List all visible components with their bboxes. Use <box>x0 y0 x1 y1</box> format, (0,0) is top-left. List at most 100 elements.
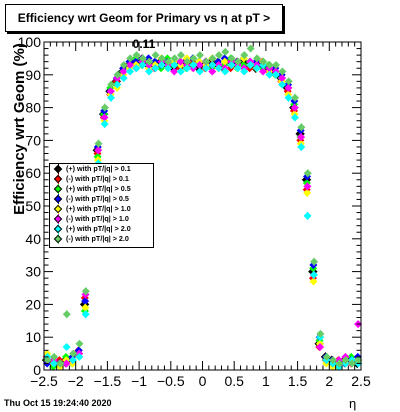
data-point <box>202 57 211 66</box>
x-tick-label: −1.5 <box>94 373 122 389</box>
data-point <box>75 339 84 348</box>
legend-label: (+) with pT/|q| > 0.5 <box>66 184 131 193</box>
data-point <box>113 80 122 89</box>
data-point <box>208 60 217 69</box>
data-point <box>125 60 134 69</box>
data-point <box>297 142 306 151</box>
data-point <box>43 356 52 365</box>
legend: (+) with pT/|q| > 0.1 (-) with pT/|q| > 0… <box>49 163 154 248</box>
legend-label: (+) with pT/|q| > 1.0 <box>66 204 131 213</box>
data-point <box>151 64 160 73</box>
data-point <box>107 93 116 102</box>
data-point <box>132 64 141 73</box>
legend-entry: (+) with pT/|q| > 2.0 <box>50 224 153 234</box>
data-point <box>170 54 179 63</box>
data-point <box>138 54 147 63</box>
chart-title: Efficiency wrt Geom for Primary vs η at … <box>5 4 283 51</box>
data-point <box>164 64 173 73</box>
data-point <box>278 80 287 89</box>
data-point <box>341 356 350 365</box>
legend-entry: (-) with pT/|q| > 1.0 <box>50 214 153 224</box>
x-axis-label: η <box>349 396 357 411</box>
legend-entry: (-) with pT/|q| > 0.5 <box>50 194 153 204</box>
data-point <box>272 60 281 69</box>
data-point <box>62 310 71 319</box>
data-point <box>189 60 198 69</box>
data-point <box>100 120 109 128</box>
x-tick-label: 1.5 <box>288 373 308 389</box>
data-point <box>227 54 236 63</box>
data-point <box>189 54 198 63</box>
data-point <box>290 113 299 122</box>
data-point <box>195 67 204 76</box>
data-point <box>176 57 185 66</box>
data-point <box>68 356 77 365</box>
data-point <box>107 80 116 89</box>
legend-entry: (+) with pT/|q| > 0.1 <box>50 164 153 174</box>
data-point <box>113 70 122 79</box>
data-point <box>202 64 211 73</box>
data-point <box>240 67 249 76</box>
data-point <box>69 349 78 358</box>
legend-label: (-) with pT/|q| > 0.5 <box>66 194 129 203</box>
data-point <box>183 57 192 66</box>
data-point <box>252 64 261 73</box>
data-point <box>271 70 280 79</box>
data-point <box>322 352 331 361</box>
y-tick-label: 80 <box>25 100 41 116</box>
data-point <box>49 359 58 368</box>
y-tick-label: 30 <box>25 264 41 280</box>
y-tick-label: 60 <box>25 165 41 181</box>
data-point <box>157 60 166 69</box>
data-point <box>50 352 59 361</box>
x-tick-label: −2.5 <box>30 373 58 389</box>
x-axis: −2.5 −2 −1.5 −1 −0.5 0 0.5 1 1.5 2 2.5 <box>30 42 371 389</box>
data-point <box>145 67 154 76</box>
data-point <box>309 277 318 286</box>
data-point <box>81 303 90 312</box>
data-point <box>170 67 179 76</box>
data-point <box>265 70 274 79</box>
data-point <box>100 103 109 112</box>
data-point <box>214 51 223 60</box>
data-point <box>176 51 185 60</box>
x-tick-label: 0 <box>199 373 207 389</box>
legend-label: (-) with pT/|q| > 2.0 <box>66 234 129 243</box>
data-point <box>253 54 262 63</box>
data-point <box>119 67 128 76</box>
data-point <box>119 60 128 69</box>
x-tick-label: 1 <box>262 373 270 389</box>
data-point <box>309 270 318 279</box>
data-point <box>138 60 147 69</box>
data-point <box>195 60 204 69</box>
y-tick-label: 0 <box>33 362 41 378</box>
data-point <box>221 47 230 56</box>
data-point <box>81 287 90 296</box>
data-point <box>335 359 344 368</box>
data-point <box>56 359 65 368</box>
data-point <box>240 51 249 60</box>
data-point <box>195 51 204 60</box>
data-point <box>170 60 179 69</box>
y-tick-label: 70 <box>25 132 41 148</box>
legend-marker <box>53 164 63 174</box>
legend-label: (-) with pT/|q| > 0.1 <box>66 174 129 183</box>
data-point <box>291 93 300 102</box>
x-tick-label: 2.5 <box>351 373 371 389</box>
data-point <box>220 57 229 66</box>
data-point <box>81 310 90 319</box>
y-axis-label: Efficiency wrt Geom (%) <box>11 43 28 215</box>
data-point <box>208 67 217 76</box>
data-point <box>126 54 135 63</box>
legend-label: (-) with pT/|q| > 1.0 <box>66 214 129 223</box>
data-point <box>145 57 154 66</box>
legend-marker <box>53 184 63 194</box>
legend-entry: (-) with pT/|q| > 2.0 <box>50 234 153 244</box>
data-point <box>221 67 230 76</box>
data-point <box>348 359 357 368</box>
y-tick-label: 10 <box>25 329 41 345</box>
legend-marker <box>53 174 63 184</box>
data-point <box>100 113 109 122</box>
y-tick-label: 90 <box>25 67 41 83</box>
y-axis: 0 10 20 30 40 50 60 70 80 90 100 <box>18 34 361 378</box>
